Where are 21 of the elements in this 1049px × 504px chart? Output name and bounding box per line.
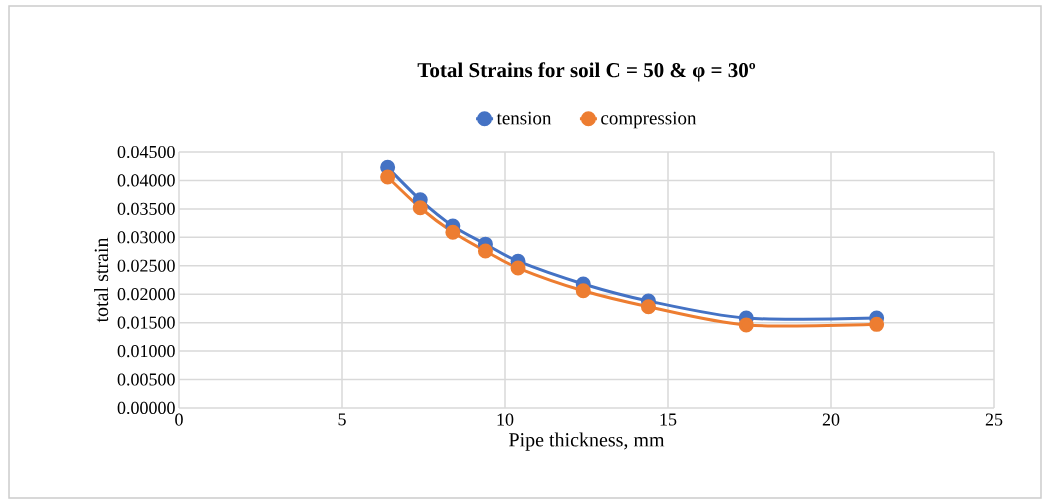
y-tick-label: 0.02500 [117, 259, 175, 272]
x-tick-label: 20 [822, 413, 840, 426]
x-tick-label: 25 [985, 413, 1003, 426]
y-tick-label: 0.03000 [117, 231, 175, 244]
y-tick-label: 0.01000 [117, 344, 175, 358]
y-tick-label: 0.00000 [117, 401, 175, 415]
y-tick-label: 0.00500 [117, 373, 175, 386]
y-axis-title: total strain [94, 237, 109, 323]
x-axis-title: Pipe thickness, mm [509, 432, 665, 451]
x-tick-label: 5 [338, 413, 346, 426]
chart-title: Total Strains for soil C = 50 & φ = 30º [417, 62, 756, 82]
legend-label: tension [496, 111, 552, 125]
y-tick-label: 0.01500 [117, 316, 175, 329]
x-tick-label: 0 [175, 413, 183, 426]
y-tick-label: 0.04000 [117, 174, 175, 187]
x-tick-label: 15 [660, 413, 677, 426]
x-tick-label: 10 [497, 413, 514, 426]
y-tick-label: 0.03500 [117, 202, 175, 215]
y-tick-label: 0.04500 [117, 145, 175, 159]
legend-label: compression [601, 111, 697, 129]
y-tick-label: 0.02000 [117, 288, 175, 301]
